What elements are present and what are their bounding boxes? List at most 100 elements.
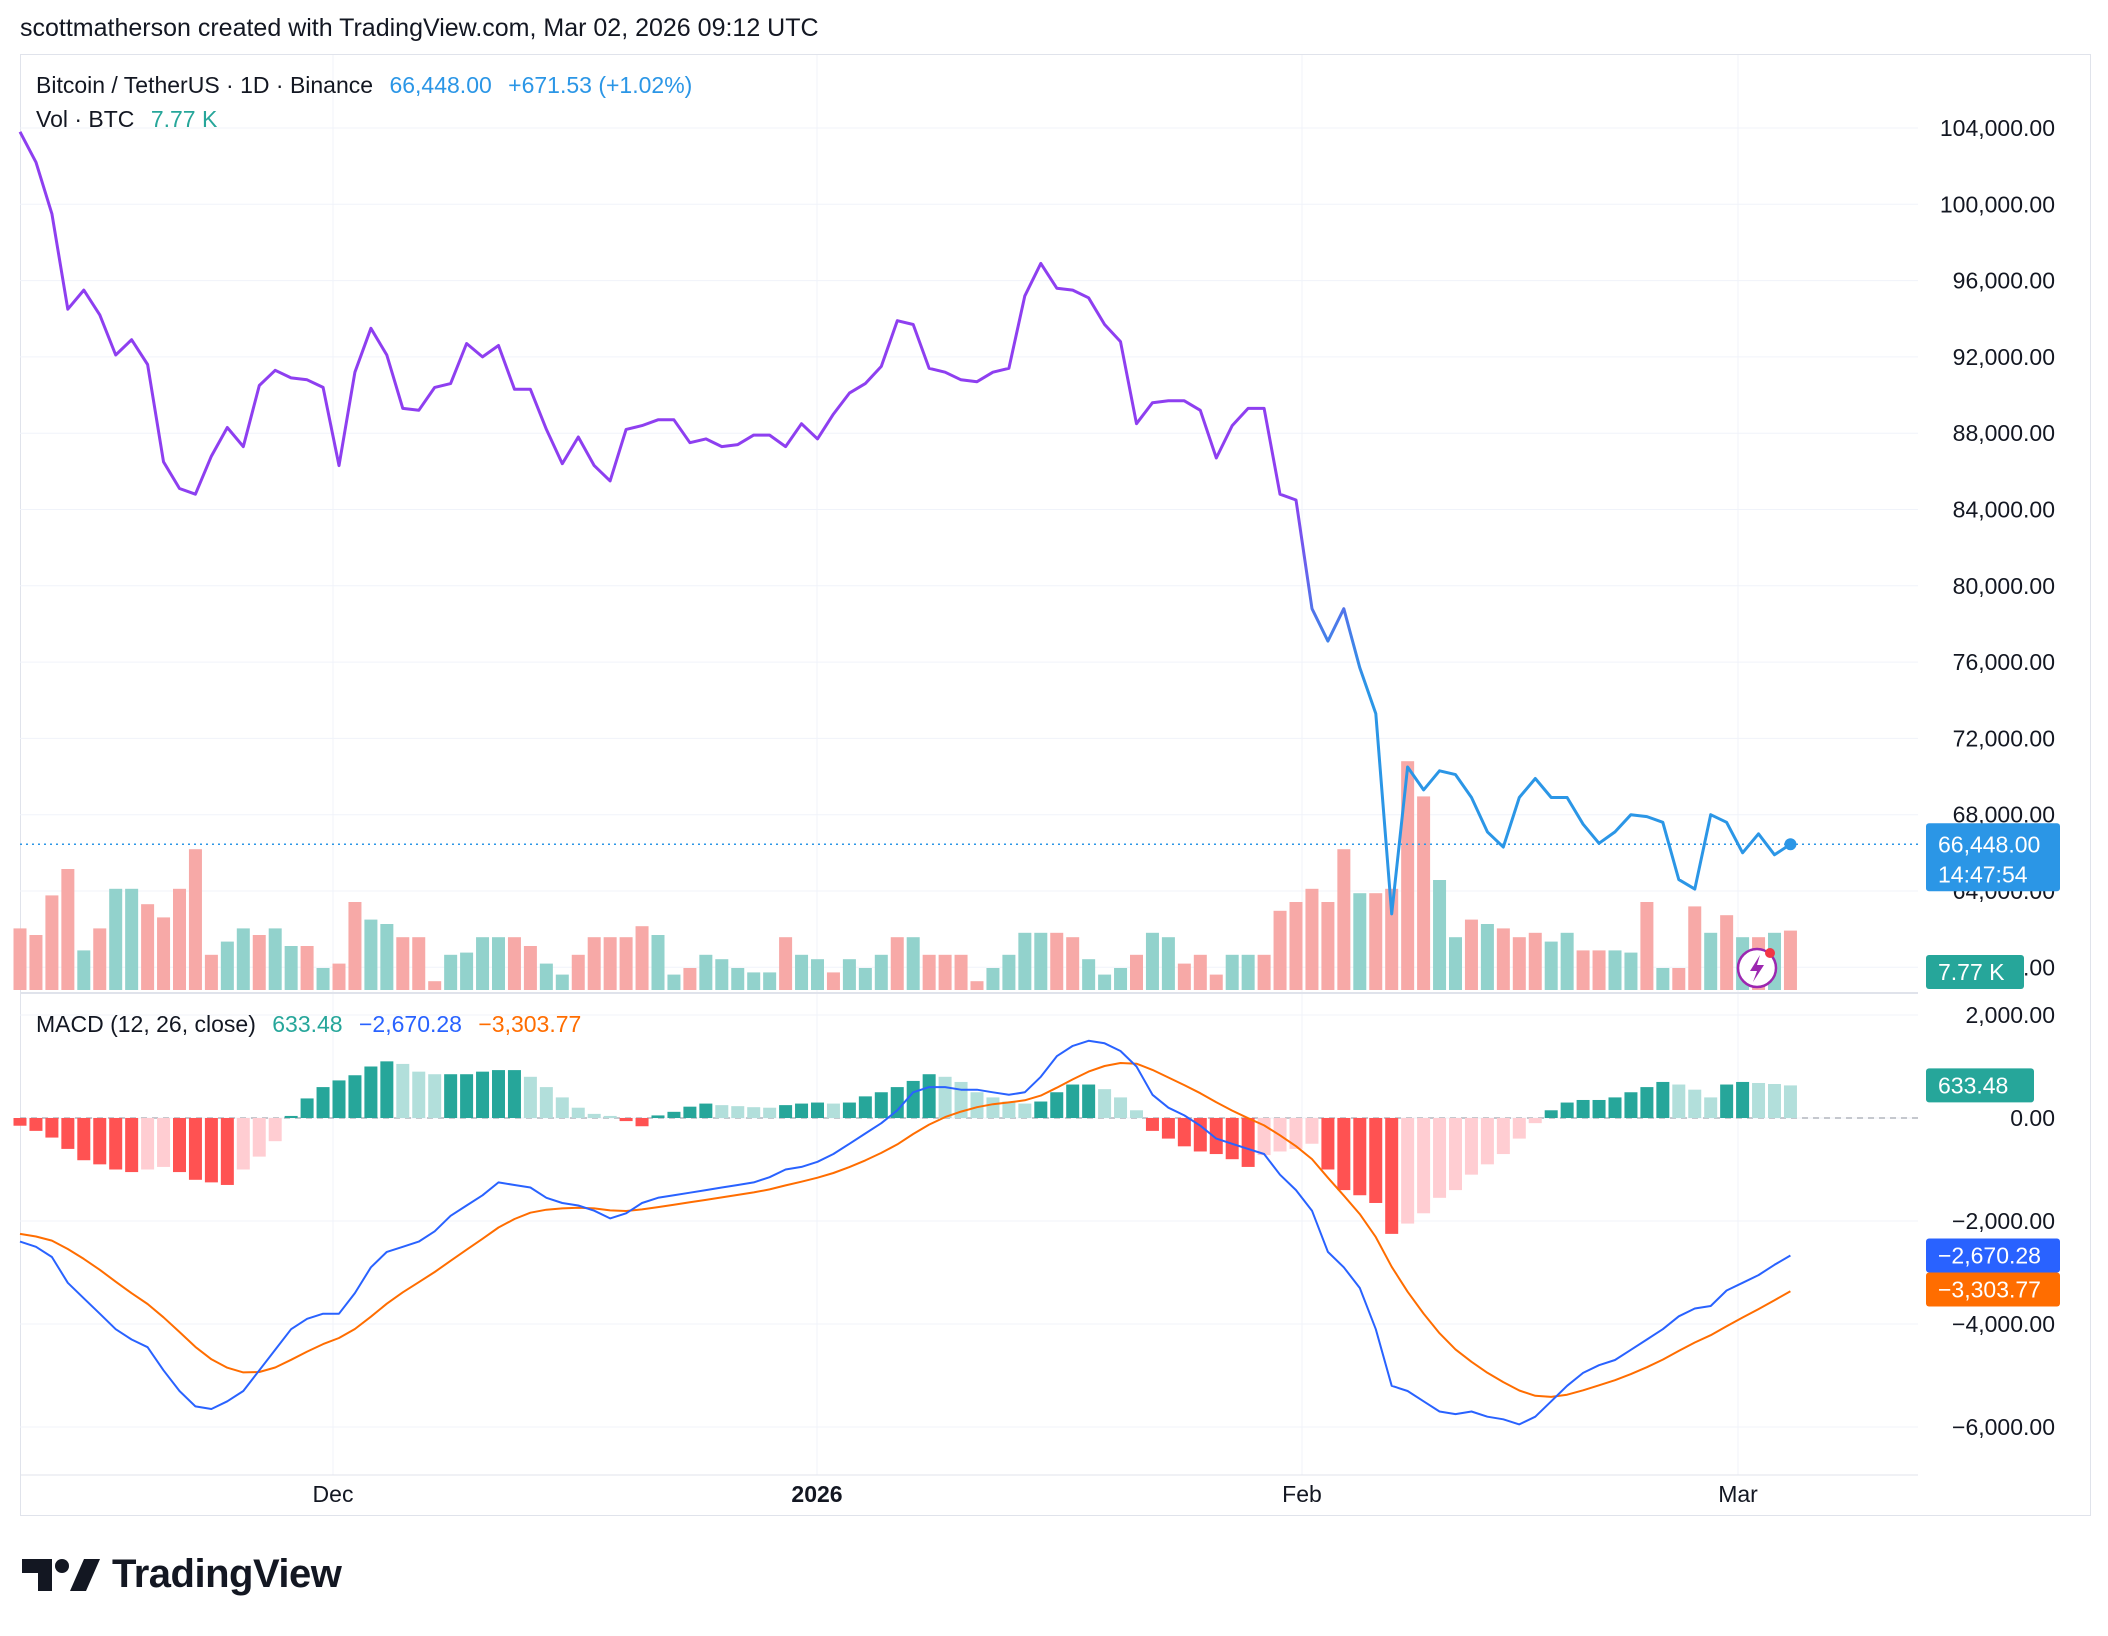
macd-histogram-bar (1783, 1085, 1797, 1118)
volume-bar (1608, 950, 1622, 990)
macd-histogram-bar (1688, 1089, 1702, 1118)
volume-bar (380, 924, 394, 990)
volume-bar (1480, 924, 1494, 990)
macd-histogram-bar (763, 1107, 777, 1118)
macd-histogram-bar (1114, 1097, 1128, 1118)
price-tick-label: 92,000.00 (1953, 344, 2055, 370)
volume-bar (1018, 932, 1032, 990)
chart-caption: scottmatherson created with TradingView.… (20, 14, 819, 42)
price-tick-label: 76,000.00 (1953, 649, 2055, 675)
macd-histogram-bar (619, 1118, 633, 1122)
volume-value: 7.77 K (150, 106, 218, 132)
macd-histogram-bar (1528, 1118, 1542, 1124)
volume-bar (29, 935, 43, 990)
volume-bar (1720, 915, 1734, 990)
macd-title: MACD (12, 26, close) (36, 1011, 256, 1037)
macd-histogram-bar (492, 1070, 505, 1118)
macd-hist-badge (1926, 1068, 2034, 1103)
symbol-title: Bitcoin / TetherUS · 1D · Binance (36, 72, 374, 98)
volume-bar (188, 849, 202, 990)
macd-signal-badge (1926, 1272, 2060, 1307)
macd-histogram-bar (938, 1076, 952, 1118)
volume-bar (683, 968, 697, 990)
macd-line (19, 1039, 1791, 1426)
macd-histogram-bar (141, 1118, 155, 1170)
macd-histogram-bar (731, 1106, 745, 1118)
macd-histogram-bar (1752, 1082, 1766, 1118)
macd-histogram-bar (1130, 1110, 1143, 1118)
macd-histogram-bar (316, 1087, 330, 1118)
macd-histogram-bar (125, 1118, 139, 1173)
macd-histogram-bar (1736, 1081, 1750, 1118)
macd-signal-line (19, 1062, 1791, 1398)
macd-histogram-bar (1241, 1118, 1255, 1167)
volume-bar (763, 972, 777, 990)
volume-bar (667, 974, 681, 990)
macd-histogram-bar (715, 1105, 729, 1118)
volume-bar (284, 946, 298, 990)
volume-bar (1209, 974, 1223, 990)
volume-bar (1321, 902, 1335, 990)
macd-histogram-bar (1321, 1118, 1335, 1170)
price-tick-label: 104,000.00 (1940, 115, 2055, 141)
volume-bar (1640, 902, 1654, 990)
macd-histogram-bar (970, 1092, 984, 1118)
volume-bar (1624, 952, 1638, 990)
macd-histogram-bar (1177, 1118, 1191, 1147)
volume-bar (539, 963, 553, 990)
macd-histogram-bar (29, 1118, 43, 1131)
volume-bar (523, 946, 537, 990)
macd-histogram-bar (571, 1107, 585, 1118)
legend-change: +671.53 (+1.02%) (508, 72, 693, 98)
volume-bar (507, 937, 521, 990)
chart-frame[interactable] (20, 54, 2091, 1516)
volume-bar (954, 954, 968, 990)
price-tick-label: 100,000.00 (1940, 191, 2055, 217)
volume-bar (364, 919, 378, 990)
macd-histogram-bar (1145, 1118, 1159, 1131)
macd-histogram-bar (1496, 1118, 1510, 1155)
macd-histogram-bar (1720, 1084, 1734, 1118)
volume-bar (1512, 937, 1526, 990)
volume-bar (1672, 968, 1686, 990)
macd-histogram-bar (284, 1115, 298, 1118)
volume-bar (1241, 954, 1255, 990)
volume-bar (1496, 928, 1510, 990)
macd-histogram-bar (1098, 1089, 1112, 1118)
macd-histogram-bar (157, 1118, 171, 1167)
macd-hist-value: 633.48 (272, 1011, 343, 1037)
macd-histogram-bar (635, 1118, 649, 1127)
macd-histogram-bar (444, 1074, 458, 1118)
volume-bar (252, 935, 266, 990)
volume-bar (396, 937, 410, 990)
tradingview-logo-icon (22, 1558, 100, 1591)
volume-bar (428, 981, 442, 990)
volume-bar (173, 888, 186, 990)
last-price-badge-text: 66,448.00 (1938, 831, 2040, 857)
volume-bar (890, 937, 904, 990)
macd-histogram-bar (683, 1106, 697, 1118)
tradingview-logo: TradingView (22, 1552, 342, 1597)
macd-histogram-bar (173, 1118, 186, 1173)
price-legend: Bitcoin / TetherUS · 1D · Binance 66,448… (36, 72, 702, 99)
macd-histogram-bar (460, 1074, 474, 1118)
volume-bar (1193, 954, 1207, 990)
macd-histogram-bar (1002, 1101, 1016, 1118)
macd-histogram-bar (220, 1118, 234, 1185)
volume-bar (842, 959, 856, 990)
volume-bar (1114, 968, 1128, 990)
volume-bar (141, 904, 155, 990)
volume-bar (268, 928, 282, 990)
volume-bar (157, 917, 171, 990)
chart-icons (1736, 947, 1778, 989)
volume-bar (1385, 888, 1399, 990)
volume-bar (826, 972, 840, 990)
macd-histogram-bar (252, 1118, 266, 1157)
macd-histogram-bar (587, 1113, 601, 1118)
volume-bar (571, 954, 585, 990)
volume-bar (619, 937, 633, 990)
volume-bar (492, 937, 505, 990)
volume-bar (1417, 796, 1431, 990)
macd-histogram-bar (13, 1118, 27, 1126)
